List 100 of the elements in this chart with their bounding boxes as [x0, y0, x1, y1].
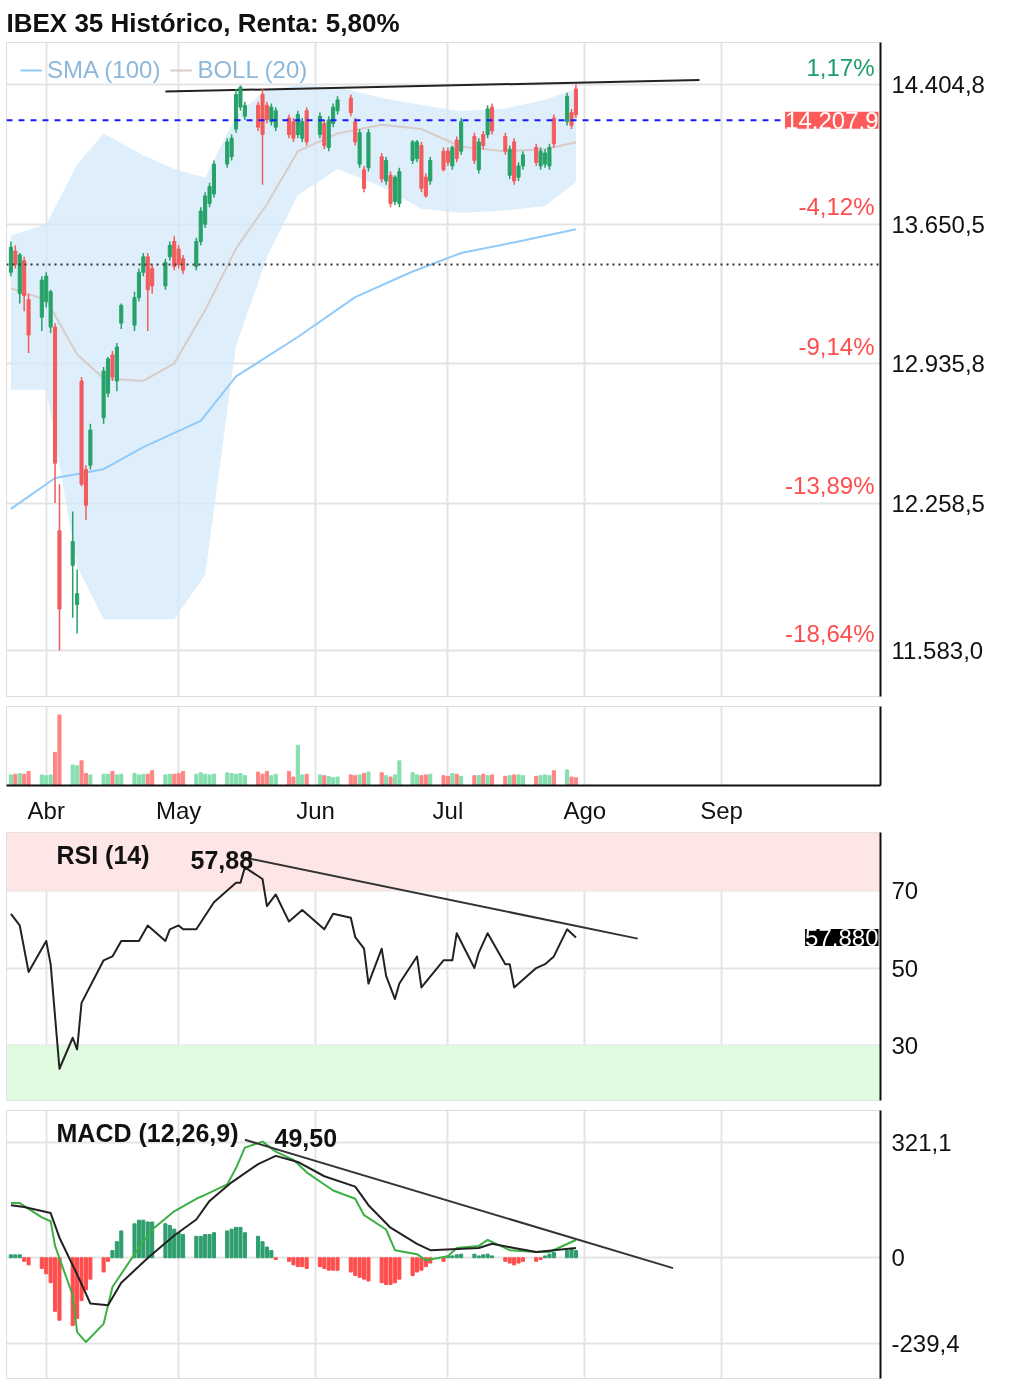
- bar: [357, 774, 362, 786]
- candlestick: [362, 165, 367, 193]
- candlestick: [534, 143, 539, 167]
- bar: [454, 1254, 459, 1259]
- bar: [326, 775, 331, 786]
- bar: [256, 1235, 261, 1259]
- bar: [198, 772, 203, 786]
- bar: [516, 774, 521, 786]
- y-tick-label: 321,1: [891, 1129, 952, 1157]
- bar: [8, 774, 13, 786]
- bar: [269, 775, 274, 786]
- x-tick-label: Jun: [296, 796, 335, 824]
- ref-line-label: 14.207,9: [785, 106, 879, 134]
- bar: [534, 775, 539, 786]
- bar: [211, 773, 217, 786]
- bar: [397, 760, 402, 786]
- bar: [225, 1230, 230, 1259]
- candlestick: [454, 135, 459, 164]
- candlestick: [441, 146, 446, 173]
- bar: [194, 1235, 199, 1259]
- bar: [322, 1257, 327, 1269]
- bar: [119, 773, 124, 786]
- candlestick: [414, 139, 420, 164]
- candlestick: [538, 146, 543, 171]
- bar: [441, 1257, 446, 1262]
- bar: [490, 774, 495, 786]
- bar: [203, 1233, 208, 1259]
- bar: [520, 775, 525, 786]
- candlestick: [163, 258, 168, 291]
- bar: [542, 774, 548, 786]
- bar: [503, 1257, 508, 1262]
- bar: [512, 774, 517, 786]
- bar: [379, 772, 384, 786]
- bar: [211, 1232, 217, 1259]
- line-series: [9, 1154, 577, 1307]
- bar: [485, 1253, 490, 1259]
- candlestick: [13, 244, 18, 270]
- bar: [229, 1228, 234, 1259]
- bar: [551, 770, 556, 786]
- bar: [13, 1254, 18, 1259]
- y-tick-label: 12.258,5: [891, 489, 985, 517]
- bar: [410, 1257, 415, 1277]
- bar: [353, 775, 358, 786]
- bar: [326, 1257, 331, 1271]
- bar: [410, 772, 415, 786]
- bar: [366, 1257, 371, 1282]
- bar: [414, 1257, 420, 1273]
- bar: [26, 1257, 31, 1266]
- candlestick: [481, 130, 486, 151]
- candlestick: [286, 113, 292, 139]
- candlestick: [428, 155, 433, 186]
- y-tick-label: 14.404,8: [891, 71, 985, 99]
- bar: [331, 1257, 336, 1271]
- bar: [565, 769, 570, 786]
- bar: [105, 773, 111, 786]
- bar: [520, 1257, 525, 1262]
- candlestick: [167, 240, 172, 262]
- bar: [507, 1257, 512, 1264]
- bar: [503, 775, 508, 786]
- bar: [22, 1257, 27, 1262]
- candlestick: [317, 111, 322, 139]
- bar: [291, 1257, 296, 1266]
- bar: [57, 1257, 62, 1321]
- candlestick: [70, 510, 75, 619]
- candlestick: [547, 143, 552, 171]
- bar: [331, 777, 336, 786]
- bar: [194, 773, 199, 786]
- candlestick: [542, 148, 548, 169]
- bar: [423, 774, 428, 786]
- bar: [357, 1257, 362, 1278]
- bar: [551, 1251, 556, 1259]
- bar: [459, 775, 464, 786]
- bar: [472, 775, 477, 786]
- annotation: -13,89%: [785, 472, 875, 500]
- bar: [481, 773, 486, 786]
- bar: [79, 760, 84, 786]
- y-tick-label: 50: [891, 954, 919, 982]
- bar: [295, 744, 300, 786]
- bar: [565, 1250, 570, 1259]
- annotation: -9,14%: [798, 332, 875, 360]
- bar: [379, 1257, 384, 1284]
- bar: [238, 773, 243, 786]
- bar: [454, 773, 459, 786]
- bar: [428, 773, 433, 786]
- bar: [397, 1257, 402, 1280]
- bar: [17, 773, 22, 786]
- x-tick-label: Sep: [700, 796, 743, 824]
- y-tick-label: 30: [891, 1032, 919, 1060]
- bar: [207, 774, 212, 786]
- bar: [229, 773, 234, 786]
- annotation: 1,17%: [806, 53, 875, 81]
- line-series: [9, 228, 577, 510]
- bar: [547, 1253, 552, 1259]
- bar: [348, 774, 353, 786]
- candlestick: [490, 102, 495, 136]
- bar: [110, 770, 115, 786]
- bar: [233, 1226, 239, 1259]
- bar: [445, 775, 450, 786]
- bar: [534, 1257, 539, 1262]
- x-tick-label: Jul: [432, 796, 464, 824]
